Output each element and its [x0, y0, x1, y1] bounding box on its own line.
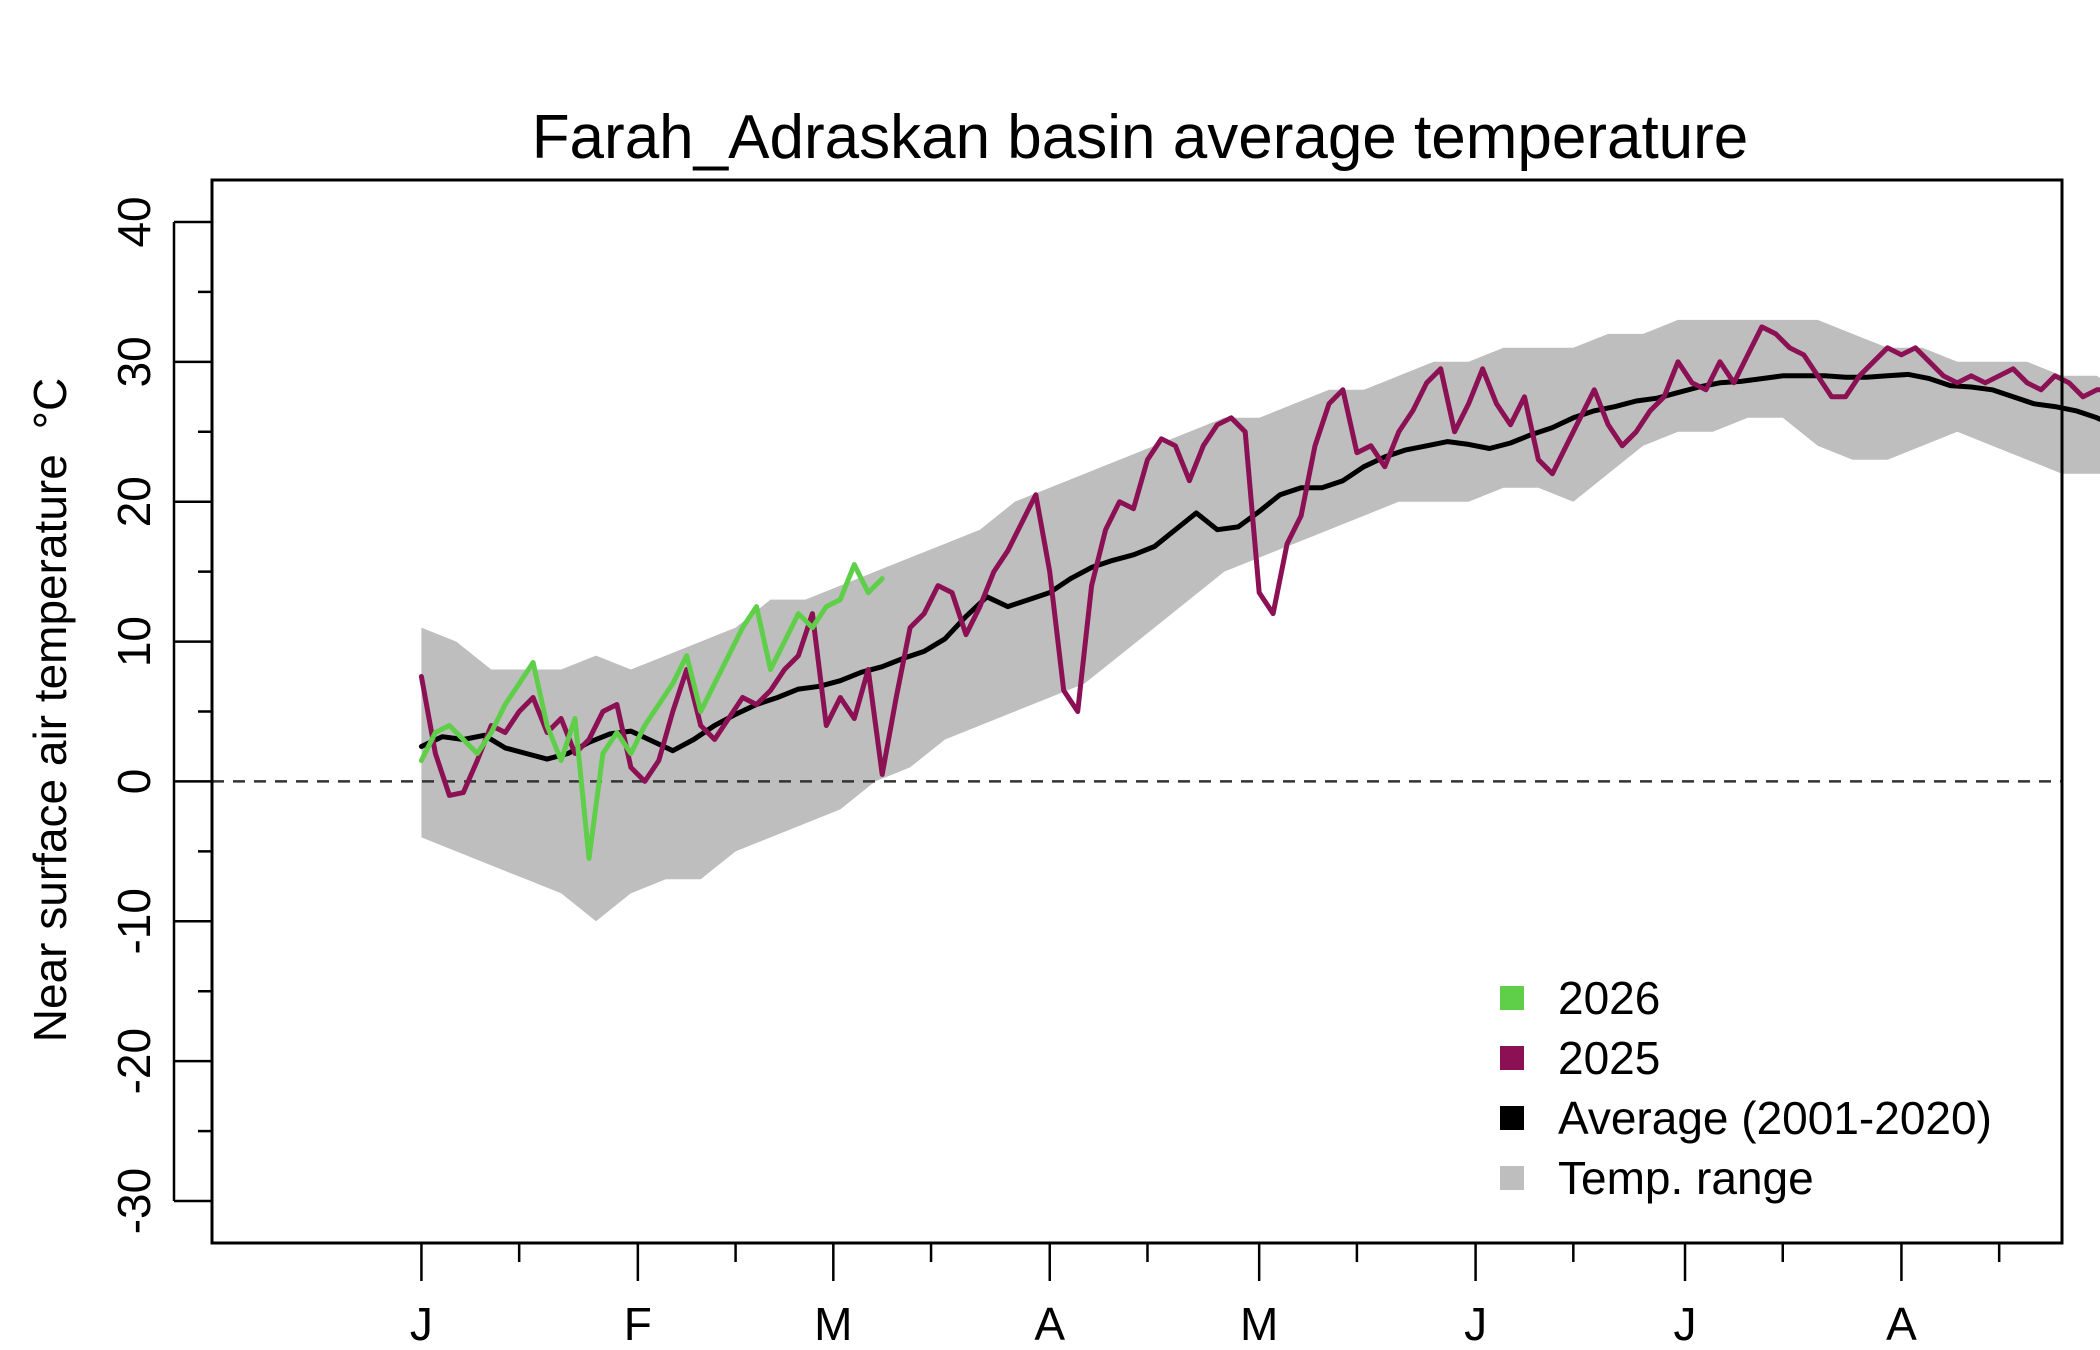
- x-tick-label: A: [1034, 1298, 1065, 1350]
- x-tick-label: A: [1886, 1298, 1917, 1350]
- x-tick-label: J: [1464, 1298, 1487, 1350]
- legend-swatch-2025: [1500, 1046, 1524, 1070]
- legend-label-average-2001-2020: Average (2001-2020): [1558, 1092, 1992, 1144]
- y-tick-label: 10: [108, 616, 160, 667]
- x-tick-label: M: [814, 1298, 852, 1350]
- y-tick-label: 0: [108, 769, 160, 795]
- x-tick-label: J: [1674, 1298, 1697, 1350]
- x-tick-label: J: [410, 1298, 433, 1350]
- x-tick-label: M: [1240, 1298, 1278, 1350]
- y-tick-label: 30: [108, 336, 160, 387]
- legend-swatch-2026: [1500, 986, 1524, 1010]
- series-line-2025: [418, 324, 2100, 798]
- y-tick-label: -10: [108, 888, 160, 954]
- y-tick-label: 40: [108, 196, 160, 247]
- temp-range-band-layer: [421, 319, 2100, 922]
- legend: 2026 2025 Average (2001-2020) Temp. range: [1500, 972, 1992, 1204]
- y-tick-label: -20: [108, 1028, 160, 1094]
- legend-label-temp-range: Temp. range: [1558, 1152, 1814, 1204]
- y-axis-unit: °C: [24, 378, 76, 430]
- series-lines-layer: [418, 324, 2100, 861]
- y-tick-label: -30: [108, 1168, 160, 1234]
- legend-swatch-average-2001-2020: [1500, 1106, 1524, 1130]
- y-axis-title: Near surface air temperature °C: [24, 378, 76, 1042]
- legend-label-2025: 2025: [1558, 1032, 1660, 1084]
- svg-text:Near surface air temperature: Near surface air temperature °C: [24, 378, 76, 1042]
- y-axis-label: Near surface air temperature: [24, 454, 76, 1042]
- x-tick-label: F: [624, 1298, 652, 1350]
- x-axis: JFMAMJJAS: [410, 1243, 2001, 1350]
- chart-title: Farah_Adraskan basin average temperature: [532, 103, 1749, 172]
- legend-swatch-temp-range: [1500, 1166, 1524, 1190]
- legend-label-2026: 2026: [1558, 972, 1660, 1024]
- series-line-2026: [418, 562, 885, 861]
- y-tick-label: 20: [108, 476, 160, 527]
- temp-range-band: [421, 319, 2100, 922]
- y-axis: -30 -20 -10 0 10 20 30 40: [108, 196, 212, 1234]
